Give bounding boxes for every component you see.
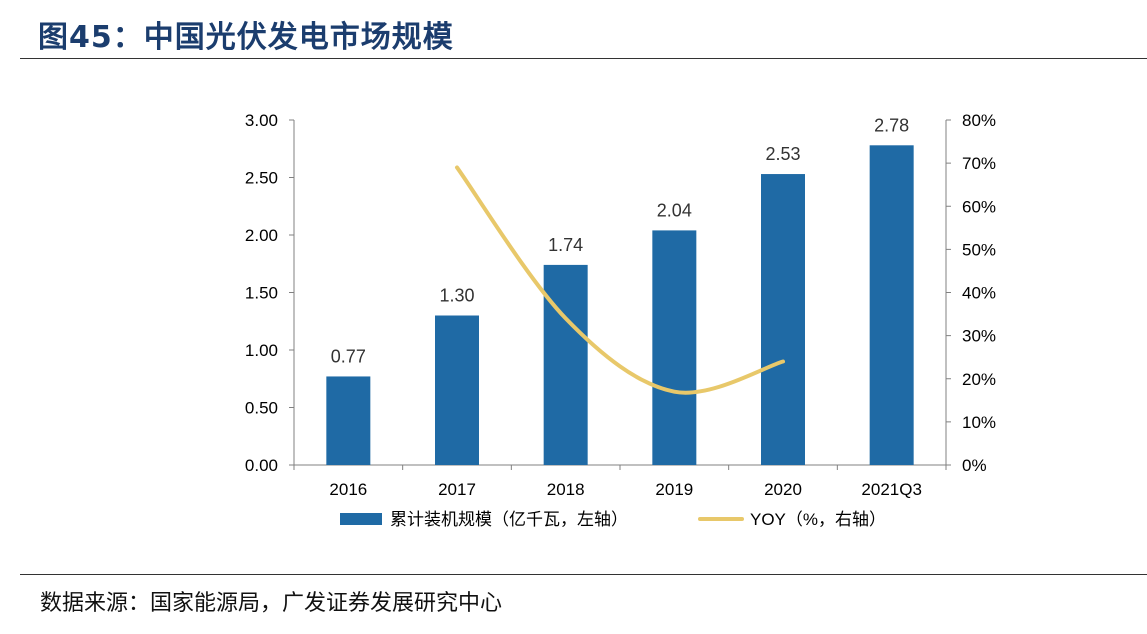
legend-swatch-bar: [340, 513, 382, 525]
bar: [435, 315, 479, 465]
legend-label-bar: 累计装机规模（亿千瓦，左轴）: [390, 510, 628, 529]
right-tick-label: 0%: [962, 456, 987, 475]
x-tick-label: 2018: [547, 480, 585, 499]
bar-data-label: 2.53: [765, 144, 800, 164]
top-divider: [20, 58, 1147, 59]
x-tick-label: 2021Q3: [861, 480, 922, 499]
bar: [326, 376, 371, 465]
bar-series: 0.77 1.30 1.74 2.04 2.53 2.78: [326, 115, 914, 466]
right-tick-label: 60%: [962, 197, 996, 216]
bar-data-label: 2.04: [657, 200, 692, 220]
source-note: 数据来源：国家能源局，广发证券发展研究中心: [40, 591, 503, 616]
x-tick-label: 2017: [438, 480, 476, 499]
right-tick-label: 20%: [962, 370, 996, 389]
bar-data-label: 1.30: [439, 286, 474, 306]
right-tick-label: 10%: [962, 413, 996, 432]
figure-header: 图45：中国光伏发电市场规模: [0, 0, 1147, 58]
x-tick-label: 2019: [655, 480, 693, 499]
bar-data-label: 0.77: [331, 346, 366, 366]
left-tick-label: 3.00: [245, 111, 278, 130]
right-tick-label: 50%: [962, 240, 996, 259]
bar: [761, 174, 805, 466]
chart-svg: 0.77 1.30 1.74 2.04 2.53 2.78 0.00 0.50 1.00 1.5…: [245, 111, 996, 529]
bar: [652, 230, 697, 465]
bottom-divider: [20, 574, 1147, 575]
tick-labels: 0.00 0.50 1.00 1.50 2.00 2.50 3.00 0% 10% 20% 30% 4…: [245, 111, 996, 499]
right-tick-label: 30%: [962, 327, 996, 346]
bar: [543, 264, 588, 465]
left-tick-label: 1.50: [245, 284, 278, 303]
x-tick-label: 2016: [329, 480, 367, 499]
left-tick-label: 2.00: [245, 226, 278, 245]
left-tick-label: 0.00: [245, 456, 278, 475]
bar: [869, 145, 914, 466]
left-tick-label: 2.50: [245, 169, 278, 188]
left-tick-label: 0.50: [245, 399, 278, 418]
right-tick-label: 70%: [962, 154, 996, 173]
chart-legend: 累计装机规模（亿千瓦，左轴） YOY（%，右轴）: [340, 510, 886, 529]
figure-title: 图45：中国光伏发电市场规模: [38, 20, 454, 55]
right-tick-label: 80%: [962, 111, 996, 130]
left-tick-label: 1.00: [245, 341, 278, 360]
right-tick-label: 40%: [962, 284, 996, 303]
legend-label-line: YOY（%，右轴）: [750, 510, 886, 529]
yoy-line: [455, 165, 785, 395]
chart-axes: [289, 119, 951, 470]
bar-data-label: 2.78: [874, 115, 909, 135]
line-series: [455, 165, 785, 395]
x-tick-label: 2020: [764, 480, 802, 499]
bar-data-label: 1.74: [548, 235, 583, 255]
